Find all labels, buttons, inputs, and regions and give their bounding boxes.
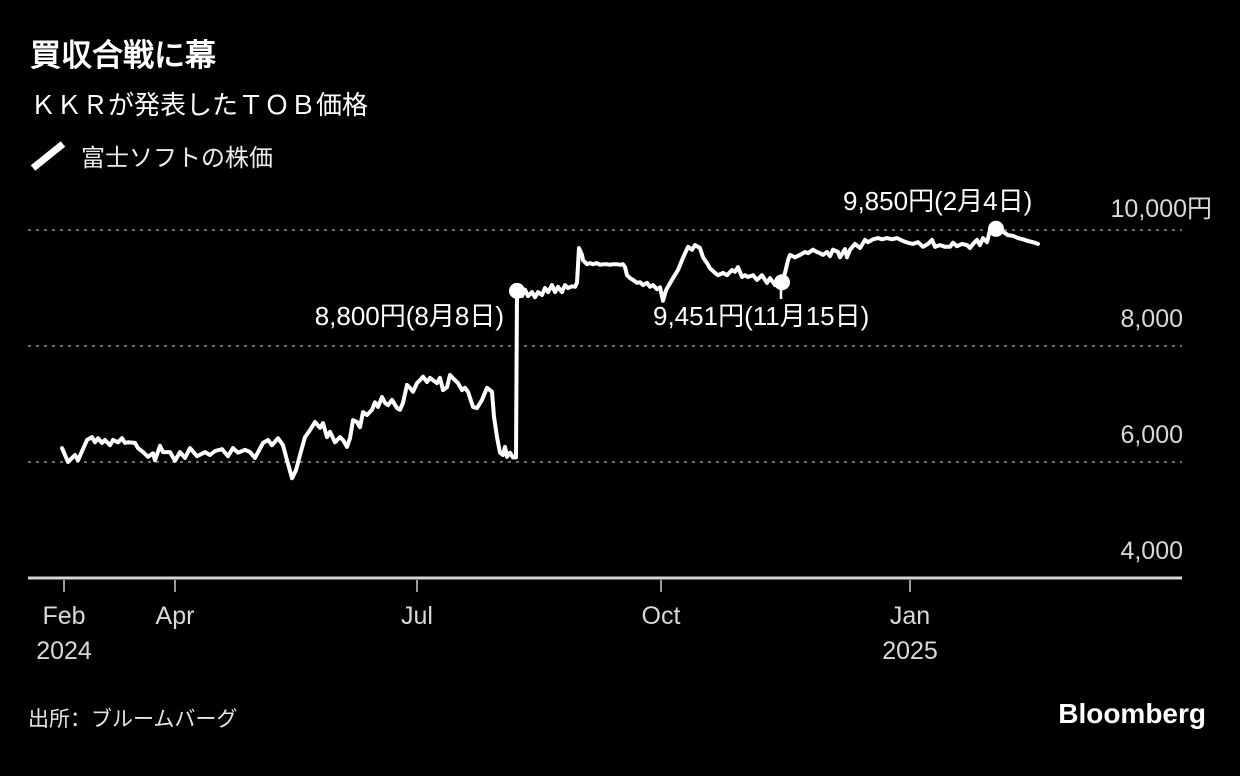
x-axis-year-label: 2025 [882,637,938,665]
line-series-icon [30,140,66,171]
price-line [60,226,1040,481]
data-point-marker [509,282,525,299]
bloomberg-logo: Bloomberg [1058,698,1206,729]
annotation-label: 9,850円(2月4日) [843,186,1033,216]
source-note: 出所：ブルームバーグ [28,708,238,731]
chart-subtitle: ＫＫＲが発表したＴＯＢ価格 [30,90,369,120]
legend-label: 富士ソフトの株価 [81,145,273,172]
y-axis-label: 8,000 [1120,305,1183,333]
y-axis-label: 10,000円 [1110,195,1212,223]
data-point-marker [988,220,1004,237]
annotation-label: 8,800円(8月8日) [314,301,504,331]
x-axis-year-label: 2024 [36,637,92,665]
x-axis-label: Feb [42,602,86,630]
y-axis-label: 4,000 [1120,537,1183,565]
data-point-marker [774,274,790,291]
y-axis-label: 6,000 [1120,421,1183,449]
legend: 富士ソフトの株価 [30,138,273,173]
x-axis-label: Apr [155,602,195,630]
x-axis-label: Jan [889,602,931,630]
x-axis-label: Jul [401,602,433,630]
annotation-label: 9,451円(11月15日) [653,301,870,331]
chart-title: 買収合戦に幕 [30,38,216,73]
x-axis-label: Oct [641,602,681,630]
